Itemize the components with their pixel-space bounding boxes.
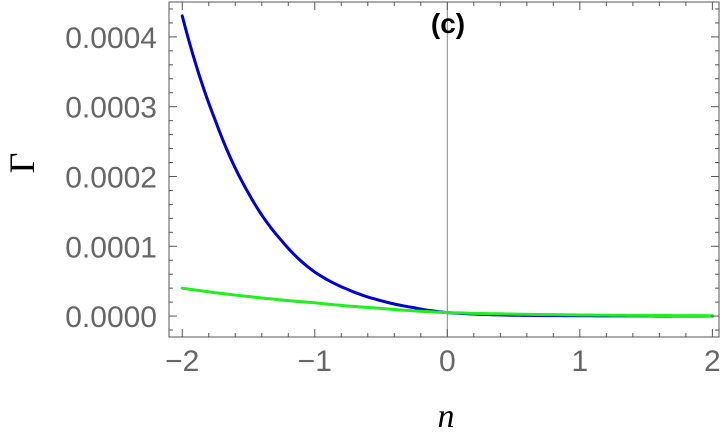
plot-frame bbox=[168, 1, 720, 338]
y-tick-label: 0.0002 bbox=[65, 161, 157, 194]
x-axis-title: n bbox=[438, 398, 455, 435]
x-tick-label: 0 bbox=[439, 345, 456, 378]
y-tick-label: 0.0004 bbox=[65, 22, 157, 55]
series-line-2 bbox=[180, 286, 714, 318]
y-tick-label: 0.0001 bbox=[65, 231, 157, 264]
x-tick-label: −1 bbox=[298, 345, 332, 378]
panel-label: (c) bbox=[431, 8, 465, 39]
x-tick-label: −2 bbox=[165, 345, 199, 378]
y-tick-label: 0.0000 bbox=[65, 301, 157, 334]
x-tick-label: 2 bbox=[704, 345, 720, 378]
x-tick-label: 1 bbox=[571, 345, 588, 378]
y-axis-title: Γ bbox=[2, 153, 42, 174]
y-tick-label: 0.0003 bbox=[65, 92, 157, 125]
